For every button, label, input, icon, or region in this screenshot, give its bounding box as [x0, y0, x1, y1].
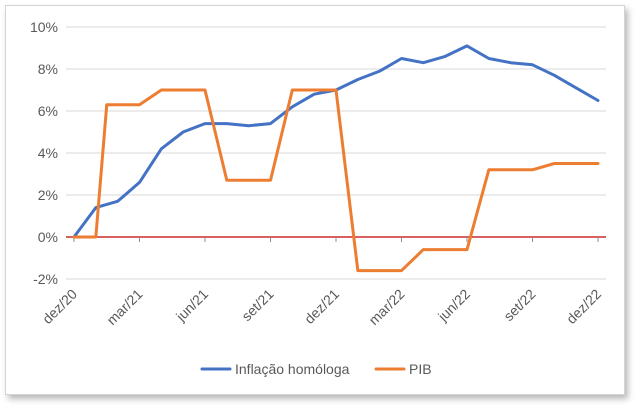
y-tick-label: 10% [30, 19, 58, 35]
legend-label: PIB [409, 361, 432, 377]
x-tick-label: dez/22 [563, 286, 604, 327]
series-line-1 [72, 44, 600, 239]
y-tick-label: 2% [38, 187, 58, 203]
legend: Inflação homóloga PIB [200, 361, 432, 377]
x-tick-label: mar/21 [103, 286, 145, 328]
gridlines [66, 26, 606, 280]
x-axis-ticks: dez/20 mar/21 jun/21 set/21 dez/21 mar/22 jun/… [39, 286, 604, 328]
x-tick-label: set/21 [238, 286, 276, 324]
legend-label: Inflação homóloga [235, 361, 350, 377]
y-tick-label: 0% [38, 229, 58, 245]
x-tick-label: jun/22 [434, 286, 473, 325]
chart-frame: -2% 0% 2% 4% 6% 8% 10% dez/20 mar/21 jun/21 set/2… [5, 5, 625, 395]
x-tick-label: dez/20 [39, 286, 80, 327]
series-line-2 [72, 88, 600, 273]
y-tick-label: 6% [38, 103, 58, 119]
y-tick-label: 4% [38, 145, 58, 161]
x-tick-label: mar/22 [365, 286, 407, 328]
x-tick-label: set/22 [500, 286, 538, 324]
y-tick-label: 8% [38, 61, 58, 77]
series-layer [72, 44, 600, 273]
x-tick-label: dez/21 [301, 286, 342, 327]
zero-line-layer [66, 236, 606, 242]
y-tick-label: -2% [33, 271, 58, 287]
line-chart: -2% 0% 2% 4% 6% 8% 10% dez/20 mar/21 jun/21 set/2… [30, 19, 606, 377]
x-tick-label: jun/21 [172, 286, 211, 325]
y-axis-ticks: -2% 0% 2% 4% 6% 8% 10% [30, 19, 58, 287]
